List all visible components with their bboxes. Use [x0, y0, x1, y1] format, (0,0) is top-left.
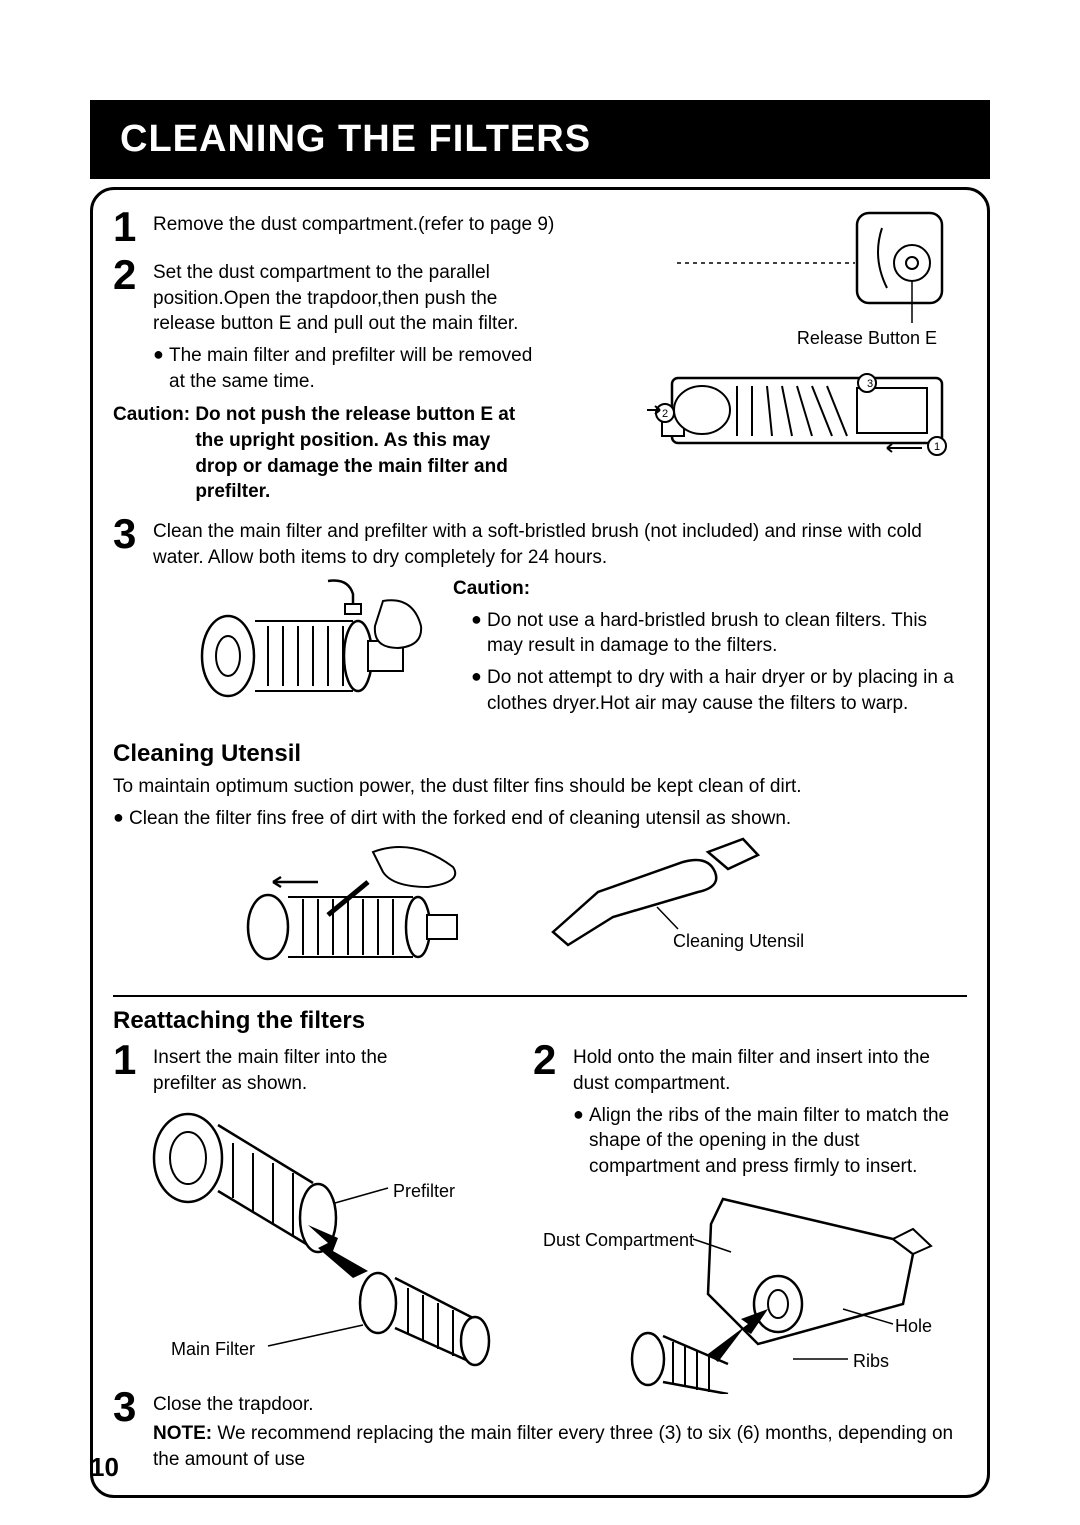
svg-text:3: 3 — [867, 378, 873, 390]
note-label: NOTE: — [153, 1423, 217, 1444]
caution1-label: Caution: — [113, 404, 195, 425]
reattach-step-1: 1 — [113, 1041, 153, 1096]
re3-text: Close the trapdoor. — [153, 1392, 967, 1418]
re2-bullet: Align the ribs of the main filter to mat… — [589, 1103, 967, 1180]
caution1-text: Do not push the release button E at the … — [195, 402, 535, 505]
reattaching-heading: Reattaching the filters — [113, 1005, 967, 1037]
re2-text: Hold onto the main filter and insert int… — [573, 1041, 967, 1096]
step3-text: Clean the main filter and prefilter with… — [153, 515, 967, 570]
page-title: CLEANING THE FILTERS — [90, 100, 990, 179]
svg-text:1: 1 — [934, 441, 940, 453]
page-number: 10 — [90, 1450, 119, 1485]
caution2-label: Caution: — [453, 576, 967, 602]
caution2-bullet1: Do not use a hard-bristled brush to clea… — [487, 608, 967, 659]
step2-bullet: The main filter and prefilter will be re… — [169, 343, 533, 394]
note-line: NOTE: We recommend replacing the main fi… — [153, 1421, 967, 1472]
hole-label: Hole — [895, 1314, 932, 1338]
bullet-icon: ● — [471, 608, 487, 659]
content-box: 1 Remove the dust compartment.(refer to … — [90, 187, 990, 1497]
re1-text: Insert the main filter into the prefilte… — [153, 1041, 453, 1096]
reattach-step-3: 3 — [113, 1388, 153, 1473]
step-number-1: 1 — [113, 208, 153, 246]
release-button-label: Release Button E — [797, 326, 937, 350]
cu-intro: To maintain optimum suction power, the d… — [113, 774, 967, 800]
bullet-icon: ● — [153, 343, 169, 394]
note-text: We recommend replacing the main filter e… — [153, 1423, 953, 1470]
bullet-icon: ● — [471, 665, 487, 716]
bullet-icon: ● — [113, 806, 129, 832]
step-number-3: 3 — [113, 515, 153, 570]
dust-compartment-figure — [533, 1184, 953, 1394]
brush-filter-figure — [173, 576, 433, 716]
ribs-label: Ribs — [853, 1349, 889, 1373]
step2-text: Set the dust compartment to the parallel… — [153, 256, 523, 337]
svg-text:2: 2 — [662, 408, 668, 420]
bullet-icon: ● — [573, 1103, 589, 1180]
dust-compartment-label: Dust Compartment — [543, 1228, 694, 1252]
step-number-2: 2 — [113, 256, 153, 337]
cleaning-utensil-heading: Cleaning Utensil — [113, 738, 967, 770]
mainfilter-label: Main Filter — [171, 1337, 255, 1361]
utensil-label: Cleaning Utensil — [673, 929, 804, 953]
step1-text: Remove the dust compartment.(refer to pa… — [153, 208, 617, 246]
caution2-bullet2: Do not attempt to dry with a hair dryer … — [487, 665, 967, 716]
caution-1: Caution: Do not push the release button … — [113, 402, 563, 505]
cu-bullet: Clean the filter fins free of dirt with … — [129, 806, 791, 832]
reattach-step-2: 2 — [533, 1041, 573, 1096]
prefilter-label: Prefilter — [393, 1179, 455, 1203]
prefilter-mainfilter-figure — [113, 1103, 513, 1373]
utensil-clean-figure — [213, 837, 513, 977]
divider — [113, 995, 967, 997]
